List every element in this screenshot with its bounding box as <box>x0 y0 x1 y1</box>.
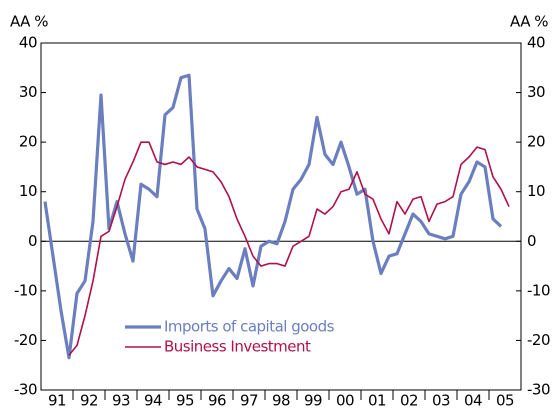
y-axis-label: AA % <box>10 13 48 31</box>
x-tick-label: 95 <box>176 392 194 410</box>
y-tick-label: 0 <box>28 232 37 250</box>
x-tick-label: 96 <box>208 392 226 410</box>
y2-tick-label: 40 <box>527 34 545 52</box>
x-tick-label: 91 <box>48 392 66 410</box>
y-tick-label: 10 <box>19 182 37 200</box>
x-tick-label: 99 <box>304 392 322 410</box>
y2-tick-label: 0 <box>527 232 536 250</box>
x-tick-label: 04 <box>464 392 482 410</box>
y-tick-label: 20 <box>19 133 37 151</box>
x-tick-label: 92 <box>80 392 98 410</box>
x-tick-label: 02 <box>400 392 418 410</box>
y2-tick-label: 10 <box>527 182 545 200</box>
y2-tick-label: -20 <box>527 331 550 349</box>
y-tick-label: -10 <box>14 281 37 299</box>
x-tick-label: 93 <box>112 392 130 410</box>
y-tick-label: 30 <box>19 83 37 101</box>
y2-tick-label: -30 <box>527 381 550 399</box>
series-line <box>43 73 503 360</box>
plot-frame <box>40 42 522 391</box>
x-tick-label: 05 <box>496 392 514 410</box>
legend-label: Imports of capital goods <box>164 318 335 336</box>
y-tick-label: 40 <box>19 34 37 52</box>
y2-tick-label: -10 <box>527 281 550 299</box>
x-tick-label: 01 <box>368 392 386 410</box>
y2-tick-label: 30 <box>527 83 545 101</box>
x-tick-label: 97 <box>240 392 258 410</box>
y2-tick-label: 20 <box>527 133 545 151</box>
x-tick-label: 00 <box>336 392 354 410</box>
x-tick-label: 98 <box>272 392 290 410</box>
x-tick-label: 94 <box>144 392 162 410</box>
y2-axis-label: AA % <box>510 13 548 31</box>
y-tick-label: -30 <box>14 381 37 399</box>
legend-label: Business Investment <box>164 338 311 356</box>
y-tick-label: -20 <box>14 331 37 349</box>
series-line <box>68 141 510 356</box>
x-tick-label: 03 <box>432 392 450 410</box>
